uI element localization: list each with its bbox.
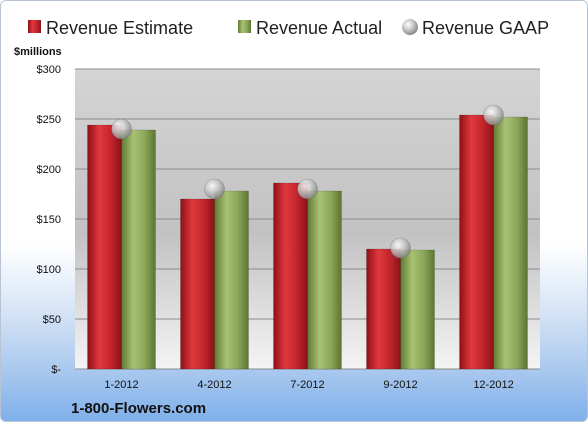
bars xyxy=(87,114,528,370)
x-tick-label: 9-2012 xyxy=(383,379,417,391)
y-tick-label: $150 xyxy=(37,214,61,226)
actual-bar xyxy=(493,116,528,370)
actual-bar xyxy=(121,129,156,370)
gaap-marker xyxy=(111,118,132,140)
actual-bar xyxy=(400,249,435,370)
y-tick-label: $300 xyxy=(37,64,61,76)
estimate-bar xyxy=(180,198,215,370)
x-tick-label: 4-2012 xyxy=(197,379,231,391)
company-name-footer: 1-800-Flowers.com xyxy=(71,400,206,417)
actual-bar xyxy=(307,190,342,370)
x-tick-label: 1-2012 xyxy=(104,379,138,391)
y-axis-ticks: $- $50 $100 $150 $200 $250 $300 xyxy=(37,64,62,376)
legend-label-revenue-gaap: Revenue GAAP xyxy=(422,18,549,38)
x-tick-label: 7-2012 xyxy=(290,379,324,391)
gaap-marker xyxy=(483,104,504,126)
gaap-markers xyxy=(111,104,504,259)
estimate-bar xyxy=(366,248,401,370)
y-tick-label: $- xyxy=(51,364,61,376)
legend-swatch-revenue-gaap xyxy=(402,19,418,35)
y-tick-label: $250 xyxy=(37,114,61,126)
legend-swatch-revenue-estimate xyxy=(28,20,41,33)
legend-label-revenue-actual: Revenue Actual xyxy=(256,18,382,38)
estimate-bar xyxy=(459,114,494,370)
legend-swatch-revenue-actual xyxy=(238,20,251,33)
estimate-bar xyxy=(87,124,122,370)
x-axis-ticks: 1-2012 4-2012 7-2012 9-2012 12-2012 xyxy=(104,379,513,391)
y-tick-label: $200 xyxy=(37,164,61,176)
gaap-marker xyxy=(204,178,225,200)
y-tick-label: $100 xyxy=(37,264,61,276)
y-tick-label: $50 xyxy=(43,314,61,326)
actual-bar xyxy=(214,190,249,370)
gaap-marker xyxy=(297,178,318,200)
estimate-bar xyxy=(273,182,308,370)
x-tick-label: 12-2012 xyxy=(473,379,513,391)
gaap-marker xyxy=(390,237,411,259)
legend-label-revenue-estimate: Revenue Estimate xyxy=(46,18,193,38)
y-axis-unit-label: $millions xyxy=(14,46,62,58)
legend: Revenue Estimate Revenue Actual Revenue … xyxy=(28,18,549,38)
